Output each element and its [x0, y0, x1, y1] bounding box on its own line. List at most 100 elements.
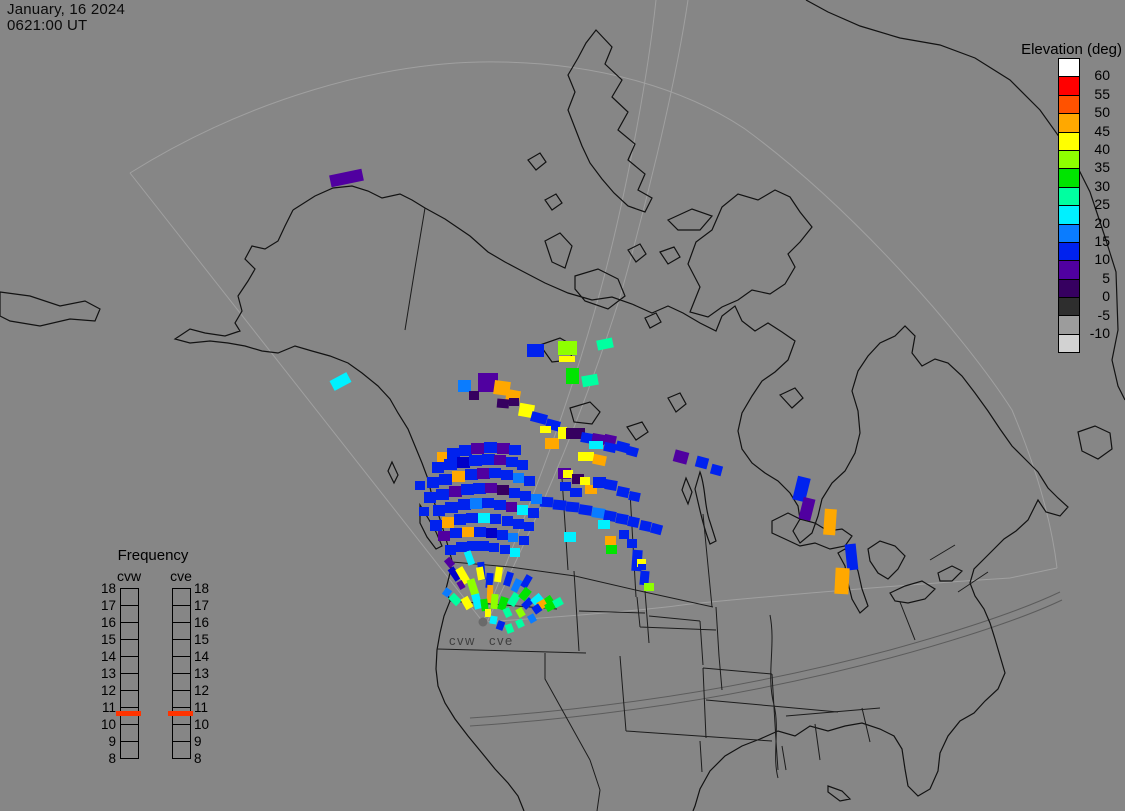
echo-cell: [519, 536, 529, 545]
frequency-bar-cell: [173, 741, 190, 758]
echo-cell: [565, 501, 580, 513]
echo-cell: [460, 595, 474, 611]
frequency-column-cve: cve: [170, 568, 192, 584]
echo-cell: [526, 613, 538, 624]
frequency-tick-label: 15: [100, 632, 116, 647]
echo-cell: [527, 344, 544, 357]
frequency-bar-cvw: [120, 588, 139, 759]
echo-cell: [593, 477, 606, 488]
frequency-marker-cvw: [116, 711, 141, 716]
echo-cell: [477, 468, 490, 479]
echo-cell: [615, 513, 629, 525]
echo-cell: [469, 455, 482, 466]
echo-cell: [520, 574, 533, 589]
frequency-tick-label: 18: [100, 581, 116, 596]
frequency-bar-cell: [173, 690, 190, 707]
echo-cell: [475, 566, 486, 581]
echo-cell: [436, 489, 449, 500]
frequency-tick-label: 14: [194, 649, 210, 664]
echo-cell: [834, 567, 850, 595]
elevation-color-swatch: [1059, 149, 1079, 169]
echo-cell: [500, 545, 510, 554]
echo-cell: [644, 583, 654, 591]
echo-cell: [489, 615, 498, 625]
frequency-tick-label: 14: [100, 649, 116, 664]
echo-cell: [457, 457, 470, 468]
echo-cell: [694, 455, 710, 470]
elevation-color-swatch: [1059, 315, 1079, 334]
echo-cell: [447, 448, 460, 459]
echo-cell: [473, 483, 486, 494]
fov-fan-lines: [129, 0, 1058, 625]
echo-cell: [592, 453, 607, 467]
echo-cell: [517, 402, 536, 419]
echo-cell: [672, 449, 690, 465]
echo-cell: [558, 341, 577, 355]
frequency-bar-cell: [121, 656, 138, 673]
radar-site-dot: [478, 617, 488, 627]
elevation-tick-label: 55: [1094, 85, 1110, 102]
echo-cell: [530, 592, 544, 607]
frequency-bar-cell: [173, 724, 190, 741]
frequency-bar-cell: [121, 707, 138, 724]
echo-cell: [509, 488, 520, 498]
echo-cell: [489, 543, 499, 552]
frequency-tick-label: 9: [194, 734, 202, 749]
echo-cell: [504, 623, 515, 634]
echo-cell: [628, 490, 641, 503]
echo-cell: [792, 475, 811, 503]
echo-cell: [430, 520, 442, 531]
echo-cell: [502, 606, 513, 619]
echo-cell: [489, 468, 501, 478]
frequency-bar-cell: [121, 673, 138, 690]
echo-cell: [456, 580, 466, 590]
frequency-tick-label: 11: [194, 700, 209, 715]
echo-cell: [503, 571, 514, 587]
echo-cell: [438, 531, 450, 541]
elevation-tick-label: 60: [1094, 67, 1110, 84]
frequency-bar-cell: [173, 589, 190, 605]
echo-cell: [437, 452, 448, 462]
echo-cell: [627, 515, 640, 529]
echo-cell: [461, 484, 474, 495]
echo-cell: [517, 505, 528, 515]
echo-cell: [564, 532, 576, 542]
elevation-legend-title: Elevation (deg): [1021, 41, 1122, 58]
echo-cell: [482, 498, 494, 508]
echo-cell: [506, 502, 517, 512]
echo-cell: [433, 505, 445, 516]
echo-cell: [471, 593, 483, 610]
echo-cell: [415, 481, 425, 490]
echo-cell: [452, 471, 465, 482]
echo-cell: [450, 528, 462, 538]
echo-cell: [531, 494, 542, 504]
echo-cell: [580, 477, 590, 485]
echo-cell: [558, 427, 567, 439]
echo-cell: [501, 470, 513, 480]
frequency-bar-cell: [121, 605, 138, 622]
echo-cell: [637, 559, 646, 567]
elevation-color-swatch: [1059, 94, 1079, 114]
echo-cell: [494, 455, 506, 465]
echo-cell: [509, 445, 521, 455]
echo-cell: [560, 482, 571, 491]
frequency-tick-label: 12: [194, 683, 210, 698]
echo-cell: [591, 507, 606, 519]
elevation-color-swatch: [1059, 278, 1079, 298]
echo-cell: [502, 516, 513, 526]
echo-cell: [639, 519, 652, 533]
echo-cell: [490, 514, 501, 524]
elevation-tick-label: 35: [1094, 159, 1110, 176]
echo-cell: [493, 379, 511, 397]
echo-cell: [441, 587, 453, 598]
echo-cell: [566, 368, 579, 384]
echo-cell: [497, 530, 508, 540]
echo-cell: [520, 491, 531, 501]
echo-cell: [478, 541, 489, 551]
echo-cell: [509, 398, 519, 406]
elevation-tick-label: 10: [1094, 251, 1110, 268]
echo-cell: [585, 485, 597, 494]
echo-cell: [531, 603, 543, 615]
echo-cell: [539, 496, 554, 508]
echo-cell: [497, 485, 509, 495]
